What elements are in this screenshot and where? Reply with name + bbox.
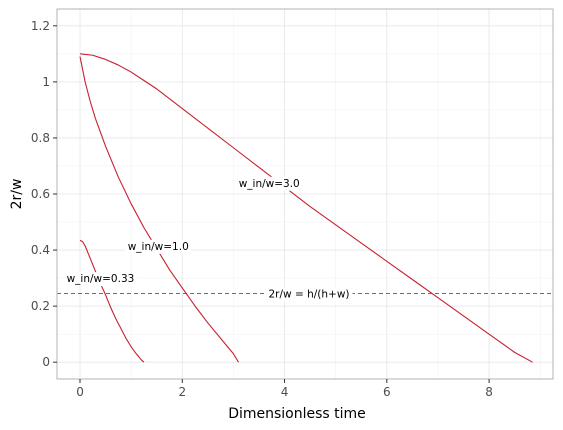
y-tick-label: 1 bbox=[42, 75, 50, 89]
x-tick-label: 6 bbox=[383, 385, 391, 399]
x-tick-label: 0 bbox=[76, 385, 84, 399]
series-annotation-1-background bbox=[63, 272, 138, 287]
series-annotation-3-group: w_in/w=3.0 bbox=[235, 176, 303, 191]
y-axis-title: 2r/w bbox=[9, 179, 25, 210]
x-axis-title: Dimensionless time bbox=[228, 406, 366, 422]
series-annotation-1: w_in/w=0.33 bbox=[67, 273, 135, 285]
series-annotation-3-background bbox=[235, 176, 303, 191]
series-annotation-2-background bbox=[124, 239, 192, 254]
y-tick-label: 0.8 bbox=[31, 131, 50, 145]
series-annotation-1-group: w_in/w=0.33 bbox=[63, 272, 138, 287]
major-gridlines bbox=[57, 9, 553, 379]
x-tick-label: 4 bbox=[281, 385, 289, 399]
series-annotation-2: w_in/w=1.0 bbox=[128, 241, 189, 253]
y-tick-label: 0.2 bbox=[31, 299, 50, 313]
series-annotation-2-group: w_in/w=1.0 bbox=[124, 239, 192, 254]
series-line-1 bbox=[79, 239, 145, 363]
series-annotation-3: w_in/w=3.0 bbox=[239, 178, 300, 190]
y-tick-label: 0.6 bbox=[31, 187, 50, 201]
reference-line-label: 2r/w = h/(h+w) bbox=[268, 289, 349, 301]
y-tick-label: 0 bbox=[42, 355, 50, 369]
reference-line-label-background bbox=[265, 287, 353, 302]
tick-layer: 0 2 4 6 8 0 0.2 0.4 0.6 0.8 1 1.2 bbox=[31, 19, 493, 399]
series-line-2 bbox=[79, 56, 239, 363]
annotation-layer: 2r/w = h/(h+w) w_in/w=0.33 w_in/w=1.0 w_in/… bbox=[63, 176, 353, 302]
y-tick-label: 1.2 bbox=[31, 19, 50, 33]
reference-line-label-group: 2r/w = h/(h+w) bbox=[265, 287, 353, 302]
x-tick-label: 8 bbox=[485, 385, 493, 399]
y-tick-label: 0.4 bbox=[31, 243, 50, 257]
x-tick-label: 2 bbox=[178, 385, 186, 399]
